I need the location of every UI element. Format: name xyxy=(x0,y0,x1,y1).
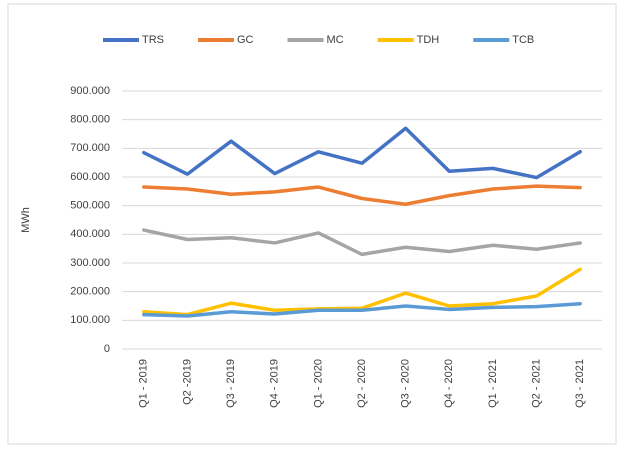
y-tick-label: 600.000 xyxy=(70,171,110,183)
legend-label: TCB xyxy=(512,34,534,46)
y-tick-label: 900.000 xyxy=(70,85,110,97)
y-tick-label: 100.000 xyxy=(70,314,110,326)
series-line xyxy=(142,184,582,206)
x-tick-label: Q2 - 2020 xyxy=(356,359,368,408)
y-tick-label: 0 xyxy=(104,343,110,355)
x-tick-label: Q1 - 2020 xyxy=(312,359,324,408)
x-tick-label: Q3 - 2020 xyxy=(400,359,412,408)
y-tick-label: 300.000 xyxy=(70,257,110,269)
series-line xyxy=(142,228,582,257)
x-tick-label: Q1 - 2021 xyxy=(487,359,499,408)
x-tick-label: Q4 - 2019 xyxy=(269,359,281,408)
series-line xyxy=(142,301,582,318)
series-line xyxy=(142,126,582,180)
legend-label: TDH xyxy=(417,34,440,46)
y-axis-label: MWh xyxy=(20,207,32,233)
series-line xyxy=(142,267,582,317)
y-tick-label: 800.000 xyxy=(70,114,110,126)
x-tick-label: Q1 - 2019 xyxy=(138,359,150,408)
x-tick-label: Q3 - 2021 xyxy=(574,359,586,408)
y-tick-label: 500.000 xyxy=(70,200,110,212)
chart-border xyxy=(7,3,617,445)
x-tick-label: Q3 - 2019 xyxy=(225,359,237,408)
y-tick-label: 700.000 xyxy=(70,142,110,154)
legend-label: MC xyxy=(327,34,344,46)
y-tick-label: 400.000 xyxy=(70,228,110,240)
legend-label: TRS xyxy=(142,34,164,46)
x-tick-label: Q2 - 2021 xyxy=(530,359,542,408)
x-tick-label: Q2 -2019 xyxy=(181,359,193,405)
x-tick-label: Q4 - 2020 xyxy=(443,359,455,408)
y-tick-label: 200.000 xyxy=(70,286,110,298)
legend-label: GC xyxy=(237,34,254,46)
